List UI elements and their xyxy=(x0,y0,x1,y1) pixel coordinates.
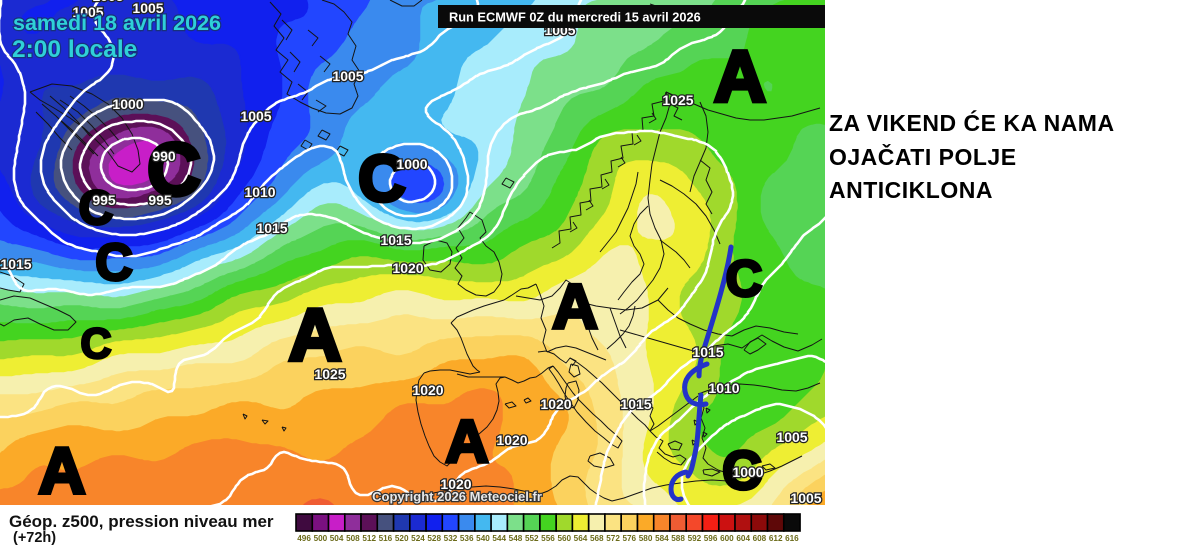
svg-text:1005: 1005 xyxy=(72,4,103,20)
svg-text:616: 616 xyxy=(785,534,799,543)
svg-text:540: 540 xyxy=(476,534,490,543)
svg-text:528: 528 xyxy=(427,534,441,543)
svg-text:596: 596 xyxy=(704,534,718,543)
svg-text:1025: 1025 xyxy=(662,92,693,108)
svg-text:1025: 1025 xyxy=(314,366,345,382)
svg-text:552: 552 xyxy=(525,534,539,543)
svg-text:520: 520 xyxy=(395,534,409,543)
svg-text:A: A xyxy=(445,408,488,475)
svg-text:995: 995 xyxy=(148,192,172,208)
svg-text:1005: 1005 xyxy=(132,0,163,16)
svg-text:990: 990 xyxy=(152,148,176,164)
svg-text:504: 504 xyxy=(330,534,344,543)
svg-text:C: C xyxy=(95,234,133,292)
svg-text:532: 532 xyxy=(444,534,458,543)
svg-text:1020: 1020 xyxy=(440,476,471,492)
svg-text:A: A xyxy=(289,295,342,376)
svg-text:1005: 1005 xyxy=(790,490,821,505)
svg-text:600: 600 xyxy=(720,534,734,543)
svg-text:1015: 1015 xyxy=(0,256,31,272)
svg-text:samedi 18 avril 2026: samedi 18 avril 2026 xyxy=(13,11,221,35)
svg-text:1010: 1010 xyxy=(708,380,739,396)
svg-text:608: 608 xyxy=(753,534,767,543)
svg-text:1005: 1005 xyxy=(332,68,363,84)
svg-text:524: 524 xyxy=(411,534,425,543)
svg-text:604: 604 xyxy=(736,534,750,543)
svg-text:C: C xyxy=(722,439,762,501)
svg-text:A: A xyxy=(39,434,86,505)
svg-text:592: 592 xyxy=(688,534,702,543)
svg-text:1000: 1000 xyxy=(732,464,763,480)
svg-text:C: C xyxy=(79,182,114,235)
svg-text:508: 508 xyxy=(346,534,360,543)
svg-text:1020: 1020 xyxy=(392,260,423,276)
svg-text:1015: 1015 xyxy=(692,344,723,360)
svg-text:1015: 1015 xyxy=(380,232,411,248)
svg-text:C: C xyxy=(147,128,200,211)
svg-text:500: 500 xyxy=(314,534,328,543)
svg-text:Run ECMWF 0Z du mercredi 15 av: Run ECMWF 0Z du mercredi 15 avril 2026 xyxy=(449,10,701,25)
svg-text:A: A xyxy=(552,272,598,342)
svg-text:C: C xyxy=(358,141,406,215)
svg-text:548: 548 xyxy=(509,534,523,543)
svg-text:C: C xyxy=(726,250,763,307)
svg-text:1000: 1000 xyxy=(112,96,143,112)
svg-text:516: 516 xyxy=(379,534,393,543)
svg-text:612: 612 xyxy=(769,534,783,543)
svg-text:584: 584 xyxy=(655,534,669,543)
svg-text:1000: 1000 xyxy=(396,156,427,172)
svg-text:1020: 1020 xyxy=(496,432,527,448)
svg-text:572: 572 xyxy=(606,534,620,543)
svg-text:568: 568 xyxy=(590,534,604,543)
svg-text:564: 564 xyxy=(574,534,588,543)
svg-text:496: 496 xyxy=(297,534,311,543)
svg-text:1020: 1020 xyxy=(412,382,443,398)
svg-text:A: A xyxy=(714,37,766,117)
svg-text:2:00 locale: 2:00 locale xyxy=(12,36,137,63)
svg-text:1005: 1005 xyxy=(240,108,271,124)
svg-text:1015: 1015 xyxy=(256,220,287,236)
svg-text:556: 556 xyxy=(541,534,555,543)
svg-text:544: 544 xyxy=(492,534,506,543)
svg-text:576: 576 xyxy=(622,534,636,543)
svg-text:580: 580 xyxy=(639,534,653,543)
svg-text:560: 560 xyxy=(557,534,571,543)
svg-text:1020: 1020 xyxy=(540,396,571,412)
svg-text:Copyright 2026 Meteociel.fr: Copyright 2026 Meteociel.fr xyxy=(372,489,542,504)
svg-text:588: 588 xyxy=(671,534,685,543)
svg-text:536: 536 xyxy=(460,534,474,543)
svg-text:C: C xyxy=(80,320,111,368)
svg-text:512: 512 xyxy=(362,534,376,543)
svg-text:1015: 1015 xyxy=(620,396,651,412)
svg-text:1005: 1005 xyxy=(776,429,807,445)
svg-text:995: 995 xyxy=(92,192,116,208)
svg-text:1005: 1005 xyxy=(92,0,123,4)
svg-text:1010: 1010 xyxy=(244,184,275,200)
